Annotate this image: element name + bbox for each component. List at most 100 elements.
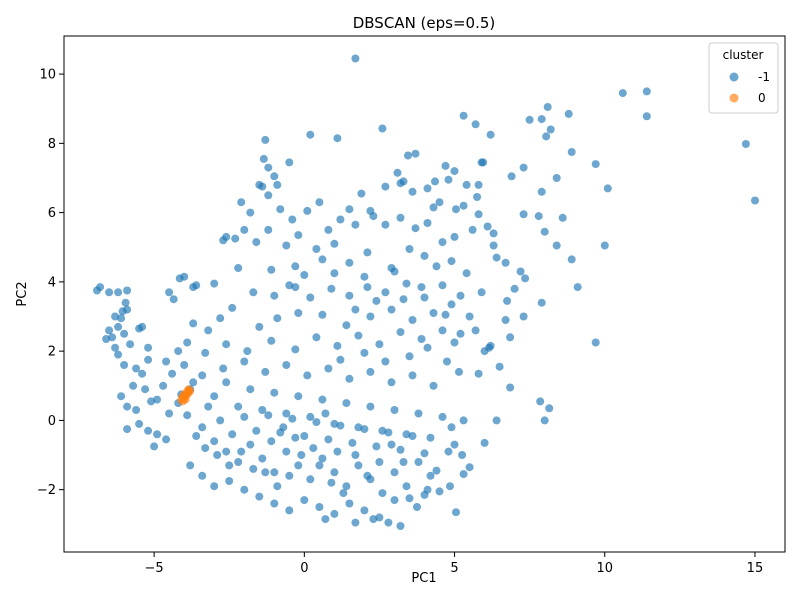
data-point bbox=[228, 430, 237, 439]
data-point bbox=[300, 271, 309, 279]
data-point bbox=[108, 333, 117, 342]
y-tick-label: 10 bbox=[39, 68, 56, 83]
data-point bbox=[492, 253, 501, 262]
data-point bbox=[402, 430, 411, 439]
data-point bbox=[447, 257, 456, 266]
data-point bbox=[261, 468, 270, 477]
data-point bbox=[333, 447, 342, 456]
data-point bbox=[390, 406, 399, 414]
data-point bbox=[537, 298, 546, 307]
data-point bbox=[480, 438, 489, 447]
data-point bbox=[495, 362, 504, 371]
data-point bbox=[345, 258, 354, 267]
data-point bbox=[351, 220, 360, 229]
data-point bbox=[324, 364, 333, 373]
data-point bbox=[396, 328, 405, 337]
data-point bbox=[132, 364, 141, 373]
data-point bbox=[264, 411, 273, 420]
data-point bbox=[417, 283, 426, 292]
data-point bbox=[138, 369, 147, 378]
series-cluster-minus-1 bbox=[93, 54, 759, 530]
data-point bbox=[312, 245, 321, 253]
data-point bbox=[267, 336, 276, 345]
data-point bbox=[378, 124, 387, 133]
data-point bbox=[282, 241, 291, 250]
data-point bbox=[204, 326, 213, 335]
series-cluster-0 bbox=[177, 385, 195, 406]
data-point bbox=[249, 464, 258, 473]
x-tick-label: 15 bbox=[747, 561, 764, 576]
data-point bbox=[741, 140, 750, 148]
data-point bbox=[354, 331, 363, 340]
data-point bbox=[309, 444, 318, 453]
data-point bbox=[387, 440, 396, 449]
data-point bbox=[285, 506, 294, 515]
data-point bbox=[282, 409, 291, 418]
data-point bbox=[147, 397, 156, 406]
data-point bbox=[216, 314, 225, 323]
data-point bbox=[264, 225, 273, 234]
data-point bbox=[540, 227, 549, 236]
data-point bbox=[345, 205, 354, 214]
data-point bbox=[519, 312, 528, 321]
data-point bbox=[450, 338, 459, 347]
data-point bbox=[261, 135, 270, 144]
data-point bbox=[446, 482, 454, 491]
data-point bbox=[117, 314, 126, 323]
data-point bbox=[114, 288, 123, 297]
data-point bbox=[443, 357, 451, 366]
data-point bbox=[276, 205, 285, 214]
data-point bbox=[294, 309, 303, 317]
data-point bbox=[210, 482, 219, 491]
data-point bbox=[324, 435, 333, 444]
data-point bbox=[402, 482, 411, 491]
legend-label-cluster-0: 0 bbox=[758, 91, 766, 105]
data-point bbox=[189, 319, 198, 328]
data-point bbox=[213, 451, 222, 459]
data-point bbox=[306, 412, 315, 421]
legend-label-cluster-minus-1: -1 bbox=[758, 70, 770, 84]
data-point bbox=[473, 193, 482, 201]
data-point bbox=[267, 437, 276, 446]
data-point bbox=[258, 406, 267, 414]
data-point bbox=[198, 471, 207, 480]
data-point bbox=[237, 447, 246, 456]
data-point bbox=[291, 283, 300, 292]
data-point bbox=[521, 274, 530, 283]
y-axis-label: PC2 bbox=[15, 281, 30, 306]
data-point bbox=[228, 303, 237, 312]
data-point bbox=[369, 515, 378, 524]
data-point bbox=[144, 426, 153, 435]
data-point bbox=[174, 347, 183, 356]
data-point bbox=[279, 423, 288, 432]
data-point bbox=[399, 177, 408, 186]
data-point bbox=[153, 430, 162, 439]
chart-title: DBSCAN (eps=0.5) bbox=[353, 14, 496, 32]
data-point bbox=[111, 343, 120, 352]
data-point bbox=[458, 451, 467, 459]
data-point bbox=[270, 468, 279, 477]
data-point bbox=[507, 172, 516, 181]
data-point bbox=[336, 355, 345, 364]
data-point bbox=[291, 262, 300, 271]
data-point bbox=[159, 381, 168, 390]
data-point bbox=[438, 326, 447, 335]
data-point bbox=[270, 172, 279, 181]
data-point bbox=[273, 180, 282, 189]
data-point bbox=[111, 312, 120, 321]
data-point bbox=[345, 374, 354, 383]
data-point bbox=[153, 395, 162, 404]
data-point bbox=[447, 423, 456, 432]
data-point bbox=[618, 89, 627, 98]
data-point bbox=[474, 180, 483, 189]
data-point bbox=[378, 426, 387, 435]
data-point bbox=[255, 322, 264, 331]
data-point bbox=[183, 338, 192, 347]
data-point bbox=[294, 231, 303, 240]
data-point bbox=[519, 163, 528, 172]
data-point bbox=[123, 425, 132, 434]
data-point bbox=[321, 409, 330, 418]
data-point bbox=[258, 182, 267, 191]
data-point bbox=[381, 220, 390, 229]
data-point bbox=[452, 205, 460, 214]
